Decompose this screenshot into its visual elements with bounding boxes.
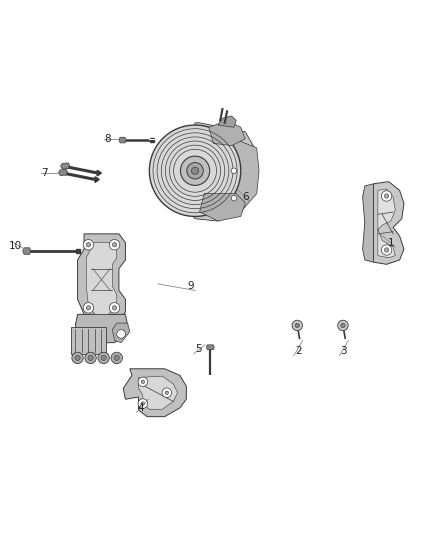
Circle shape xyxy=(187,163,203,179)
Polygon shape xyxy=(200,193,245,221)
Text: 10: 10 xyxy=(9,240,22,251)
Circle shape xyxy=(114,356,119,360)
Polygon shape xyxy=(60,163,70,169)
Polygon shape xyxy=(363,184,374,262)
Polygon shape xyxy=(186,123,257,221)
Polygon shape xyxy=(75,314,127,343)
Circle shape xyxy=(113,243,117,247)
Text: 3: 3 xyxy=(341,346,347,357)
Circle shape xyxy=(117,329,125,338)
Circle shape xyxy=(385,194,389,198)
Polygon shape xyxy=(23,248,31,254)
Circle shape xyxy=(86,243,91,247)
Circle shape xyxy=(88,356,93,360)
Circle shape xyxy=(138,399,148,408)
Polygon shape xyxy=(209,120,245,146)
Circle shape xyxy=(231,196,237,201)
Circle shape xyxy=(83,303,94,313)
Polygon shape xyxy=(218,116,236,127)
Polygon shape xyxy=(138,376,178,409)
Circle shape xyxy=(191,167,199,174)
Polygon shape xyxy=(78,234,125,323)
Circle shape xyxy=(141,380,145,384)
Circle shape xyxy=(231,168,237,174)
Circle shape xyxy=(292,320,303,330)
Polygon shape xyxy=(374,182,404,264)
Text: 9: 9 xyxy=(187,281,194,291)
Polygon shape xyxy=(123,369,186,417)
Text: 1: 1 xyxy=(388,238,394,247)
Circle shape xyxy=(381,191,392,201)
Circle shape xyxy=(86,305,91,310)
Polygon shape xyxy=(58,169,67,175)
Text: 8: 8 xyxy=(105,134,111,144)
Circle shape xyxy=(75,356,80,360)
Polygon shape xyxy=(378,189,395,258)
Circle shape xyxy=(165,391,169,394)
Circle shape xyxy=(138,377,148,386)
Circle shape xyxy=(101,356,106,360)
Polygon shape xyxy=(95,177,99,182)
Circle shape xyxy=(385,248,389,252)
Circle shape xyxy=(162,388,172,398)
Circle shape xyxy=(341,324,345,328)
Circle shape xyxy=(83,239,94,250)
Circle shape xyxy=(295,324,300,328)
Circle shape xyxy=(338,320,348,330)
Polygon shape xyxy=(71,327,106,353)
Circle shape xyxy=(381,245,392,255)
Polygon shape xyxy=(209,134,259,212)
Circle shape xyxy=(149,125,241,216)
Polygon shape xyxy=(97,171,102,176)
Text: 2: 2 xyxy=(295,346,301,357)
Text: 7: 7 xyxy=(42,168,48,178)
Circle shape xyxy=(72,352,83,364)
Polygon shape xyxy=(86,243,117,314)
Text: 4: 4 xyxy=(138,403,144,413)
Circle shape xyxy=(180,156,210,185)
Circle shape xyxy=(141,402,145,405)
Text: 5: 5 xyxy=(195,344,201,354)
Polygon shape xyxy=(206,345,214,350)
Polygon shape xyxy=(119,137,126,143)
Circle shape xyxy=(110,303,120,313)
Circle shape xyxy=(110,239,120,250)
Circle shape xyxy=(113,305,117,310)
Text: 6: 6 xyxy=(242,192,248,202)
Circle shape xyxy=(98,352,110,364)
Circle shape xyxy=(111,352,122,364)
Circle shape xyxy=(85,352,96,364)
Polygon shape xyxy=(113,323,130,343)
